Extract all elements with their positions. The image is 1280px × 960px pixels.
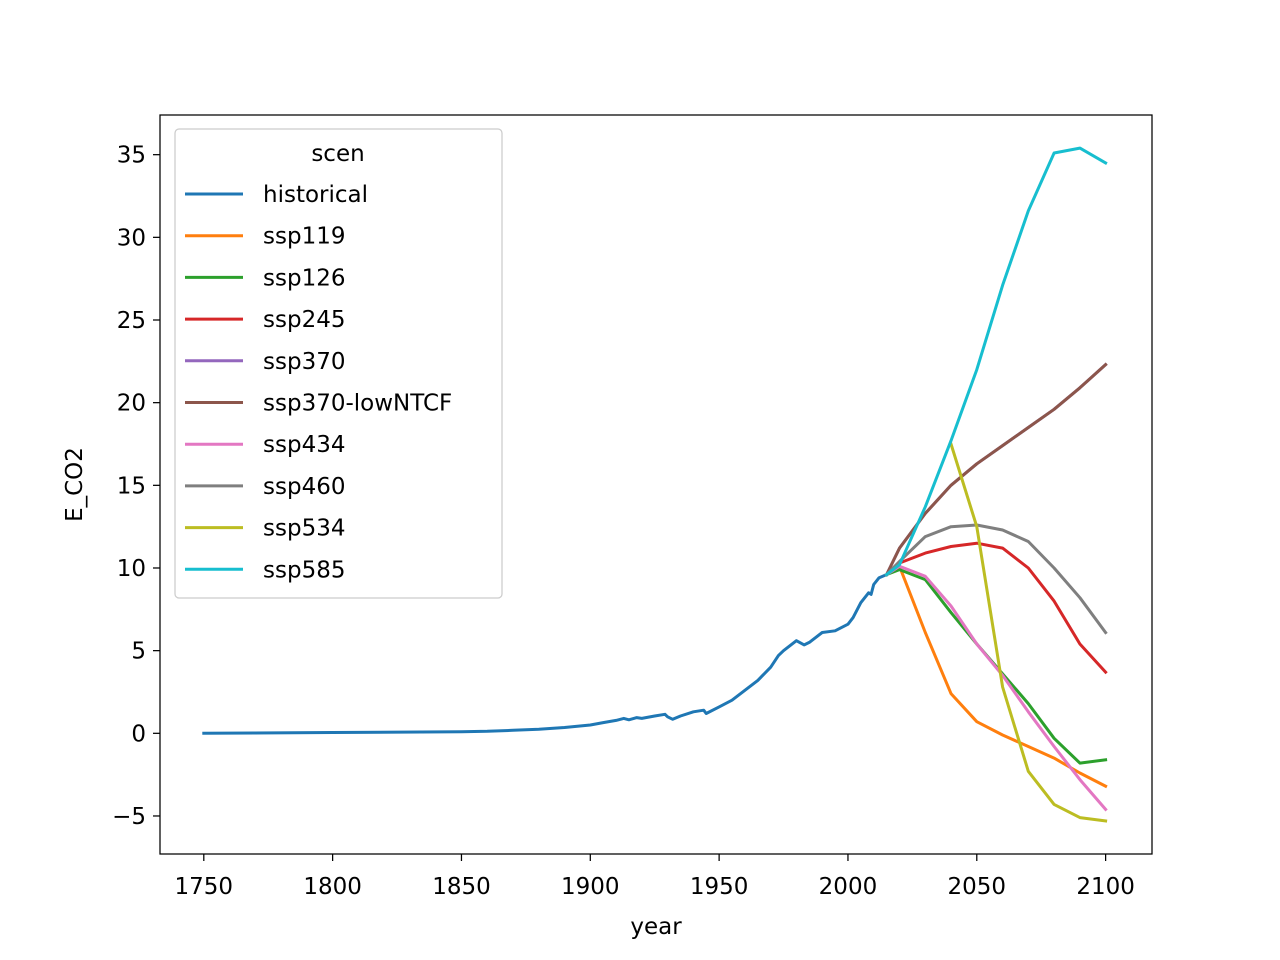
legend-label-ssp370: ssp370 bbox=[263, 349, 345, 375]
x-tick-label: 2050 bbox=[948, 874, 1007, 900]
legend-items: historical ssp119 ssp126 ssp245 ssp370 ssp370… bbox=[185, 182, 452, 583]
y-tick-label: 25 bbox=[117, 308, 146, 334]
legend-label-ssp585: ssp585 bbox=[263, 557, 345, 583]
x-axis: 1750 1800 1850 1900 1950 2000 2050 2100 bbox=[175, 854, 1135, 900]
x-tick-label: 1850 bbox=[432, 874, 491, 900]
series-line-ssp119 bbox=[884, 564, 1108, 789]
y-tick-label: 30 bbox=[117, 225, 146, 251]
legend-label-ssp434: ssp434 bbox=[263, 432, 345, 458]
x-tick-label: 1950 bbox=[690, 874, 749, 900]
series-line-historical bbox=[202, 572, 889, 735]
x-tick-label: 2000 bbox=[819, 874, 878, 900]
series-line-ssp370-lowNTCF bbox=[884, 362, 1108, 577]
series-line-ssp460 bbox=[884, 523, 1108, 635]
legend-label-ssp126: ssp126 bbox=[263, 265, 345, 291]
y-tick-label: 10 bbox=[117, 556, 146, 582]
y-tick-label: 0 bbox=[131, 721, 146, 747]
x-axis-label: year bbox=[630, 914, 682, 940]
y-tick-label: 15 bbox=[117, 473, 146, 499]
y-tick-label: 20 bbox=[117, 391, 146, 417]
legend-label-ssp370-lowNTCF: ssp370-lowNTCF bbox=[263, 391, 452, 417]
legend-label-ssp119: ssp119 bbox=[263, 224, 345, 250]
y-axis: −5 0 5 10 15 20 25 30 35 bbox=[112, 143, 160, 830]
y-tick-label: −5 bbox=[112, 804, 146, 830]
x-tick-label: 1900 bbox=[561, 874, 620, 900]
legend-label-ssp245: ssp245 bbox=[263, 307, 345, 333]
legend-title: scen bbox=[311, 141, 364, 167]
series-layer bbox=[202, 146, 1108, 823]
y-tick-label: 35 bbox=[117, 143, 146, 169]
y-axis-label: E_CO2 bbox=[62, 447, 88, 522]
legend-label-ssp534: ssp534 bbox=[263, 516, 345, 542]
series-line-ssp434 bbox=[884, 564, 1108, 812]
series-line-ssp245 bbox=[884, 541, 1108, 675]
x-tick-label: 1800 bbox=[303, 874, 362, 900]
x-tick-label: 2100 bbox=[1076, 874, 1135, 900]
series-line-ssp585 bbox=[884, 146, 1108, 577]
y-tick-label: 5 bbox=[131, 639, 146, 665]
legend-label-historical: historical bbox=[263, 182, 368, 208]
legend-label-ssp460: ssp460 bbox=[263, 474, 345, 500]
series-line-ssp534 bbox=[949, 442, 1108, 823]
legend-box bbox=[174, 128, 503, 599]
legend: scen historical ssp119 ssp126 ssp245 ssp370 s… bbox=[174, 128, 503, 599]
plot-frame bbox=[159, 114, 1153, 855]
x-tick-label: 1750 bbox=[175, 874, 234, 900]
